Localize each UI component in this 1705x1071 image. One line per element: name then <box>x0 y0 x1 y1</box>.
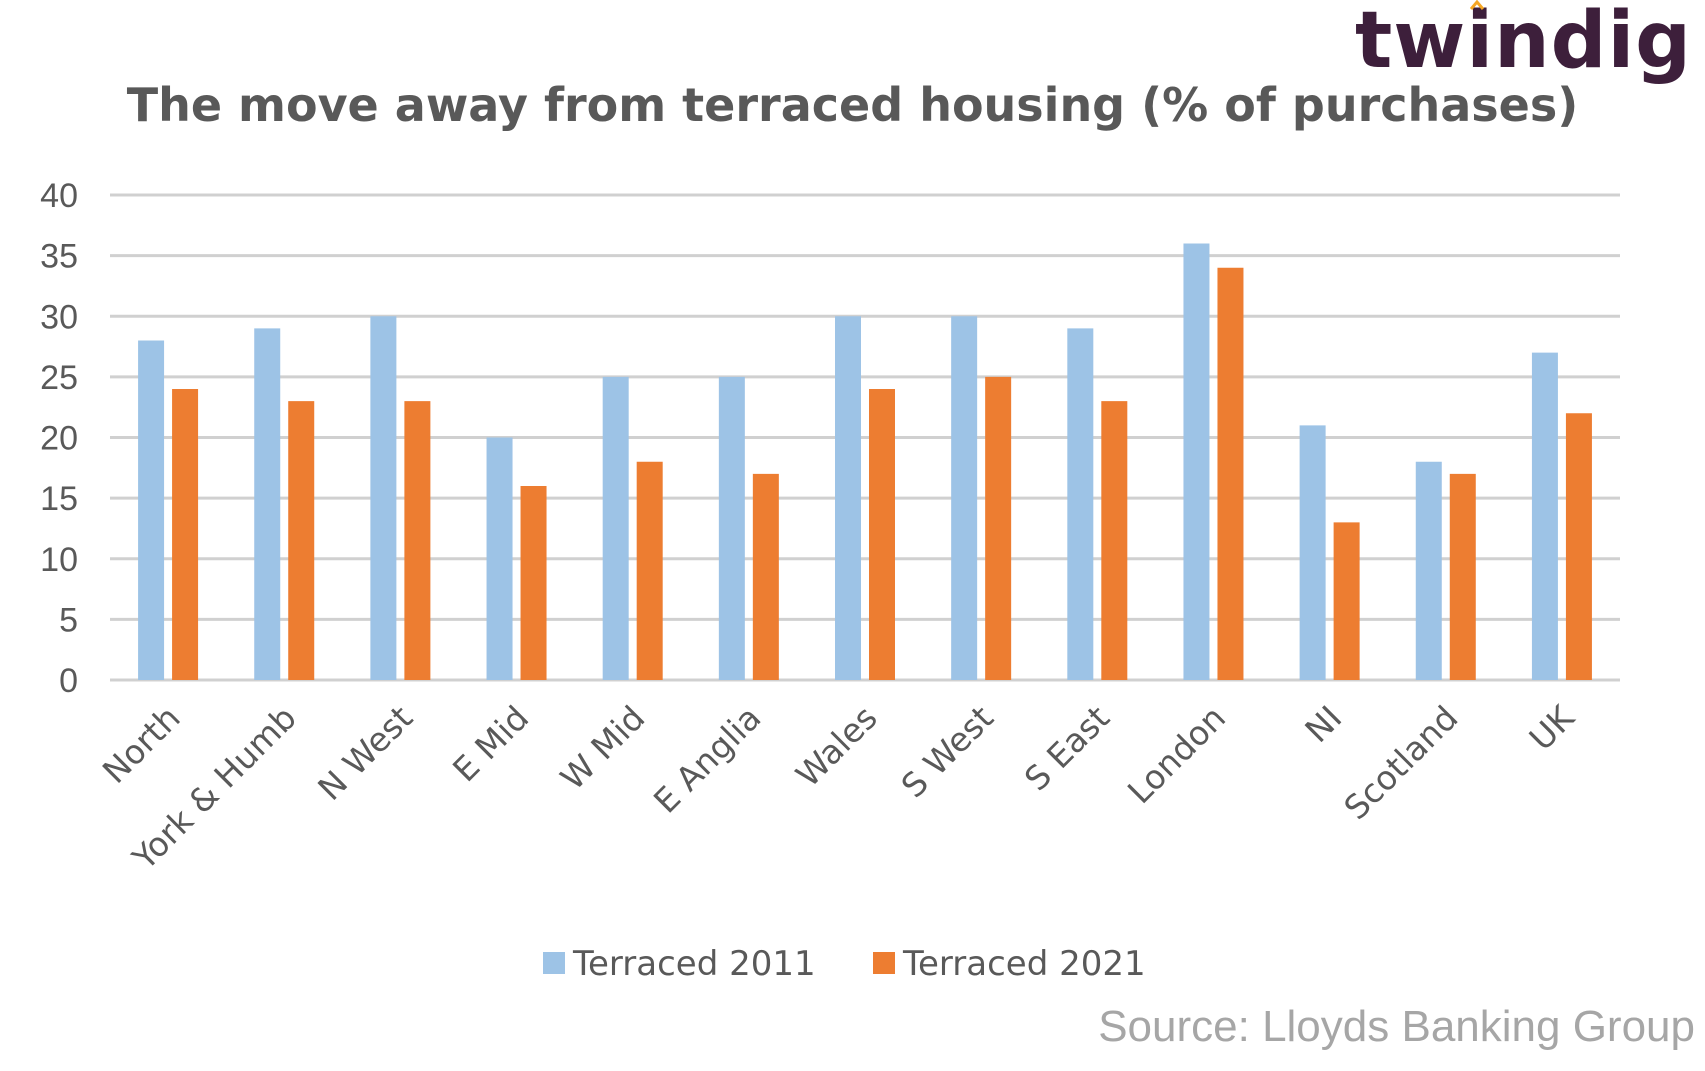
bar-2021 <box>1565 413 1592 680</box>
x-tick-label: NI <box>1297 698 1349 750</box>
y-tick-label: 0 <box>59 662 78 700</box>
bar-2011 <box>138 340 165 680</box>
bar-2021 <box>1101 401 1128 680</box>
bar-2011 <box>1299 425 1326 680</box>
x-tick-label: S West <box>894 698 1001 805</box>
y-tick-label: 20 <box>40 420 78 458</box>
bar-2021 <box>752 473 779 680</box>
twindig-logo: twindig <box>1355 0 1693 86</box>
bar-2021 <box>1449 473 1476 680</box>
bar-2021 <box>636 461 663 680</box>
source-note: Source: Lloyds Banking Group <box>1098 1002 1695 1051</box>
bar-2011 <box>1415 461 1442 680</box>
bar-2021 <box>520 486 547 680</box>
legend-swatch <box>873 952 895 974</box>
bar-2011 <box>370 316 397 680</box>
y-tick-label: 35 <box>40 238 78 276</box>
x-tick-label: W Mid <box>553 698 653 798</box>
legend-swatch <box>543 952 565 974</box>
x-tick-label: E Anglia <box>646 698 769 821</box>
y-tick-label: 5 <box>59 601 78 639</box>
bar-2011 <box>602 376 629 680</box>
y-tick-label: 40 <box>40 177 78 215</box>
y-tick-label: 15 <box>40 480 78 518</box>
x-tick-label: Scotland <box>1336 698 1465 827</box>
x-tick-label: London <box>1120 698 1233 811</box>
logo-accent-icon <box>1470 0 1484 10</box>
bar-2021 <box>404 401 431 680</box>
bar-2021 <box>869 389 895 680</box>
bar-2011 <box>1183 243 1210 680</box>
bar-2021 <box>288 401 315 680</box>
bar-2021 <box>1333 522 1360 680</box>
legend-label: Terraced 2011 <box>572 944 816 984</box>
x-tick-label: S East <box>1017 698 1117 798</box>
bar-2011 <box>254 328 281 680</box>
bar-2011 <box>486 437 513 680</box>
bar-2011 <box>951 316 978 680</box>
y-tick-label: 25 <box>40 359 78 397</box>
bar-2011 <box>718 376 745 680</box>
x-tick-label: North <box>95 698 188 791</box>
x-tick-label: E Mid <box>445 698 536 789</box>
x-tick-label: N West <box>310 698 420 808</box>
bar-2011 <box>1531 352 1558 680</box>
y-tick-label: 30 <box>40 298 78 336</box>
chart-title: The move away from terraced housing (% o… <box>126 78 1579 132</box>
x-tick-label: UK <box>1522 697 1583 758</box>
bar-2021 <box>172 389 199 680</box>
legend-label: Terraced 2021 <box>902 944 1146 984</box>
bar-2011 <box>1067 328 1094 680</box>
bar-2021 <box>1217 267 1244 680</box>
x-tick-label: Wales <box>788 698 884 794</box>
y-tick-label: 10 <box>40 541 78 579</box>
bar-2011 <box>835 316 861 680</box>
bar-2021 <box>985 376 1012 680</box>
